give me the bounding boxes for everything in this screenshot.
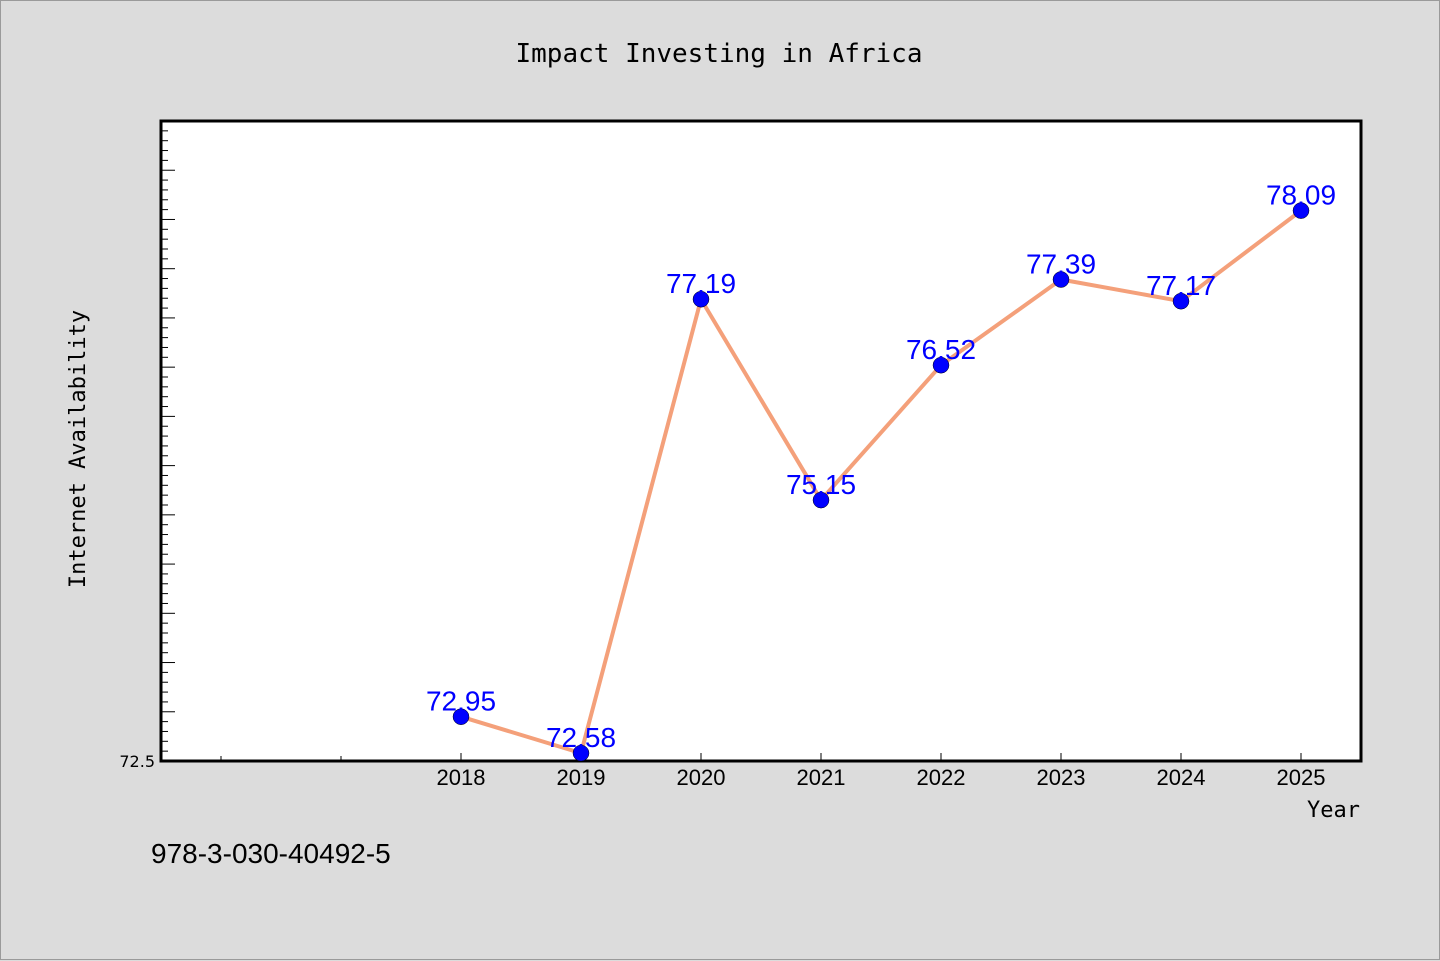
y-axis-label: Internet Availability <box>66 310 91 588</box>
data-point <box>1292 202 1310 219</box>
x-tick-label: 2020 <box>677 765 726 790</box>
data-label: 75.15 <box>786 469 856 500</box>
data-point <box>452 708 470 725</box>
x-axis-ticks: 2018 2019 2020 2021 2022 2023 2024 2025 <box>220 753 1326 790</box>
y-tick-label: 72.5 <box>119 752 155 771</box>
x-tick-label: 2023 <box>1037 765 1086 790</box>
isbn-text: 978-3-030-40492-5 <box>151 838 391 869</box>
data-point <box>692 290 710 308</box>
series-line-group <box>460 209 1303 756</box>
data-label: 72.58 <box>546 722 616 753</box>
x-tick-label: 2024 <box>1157 765 1206 790</box>
x-tick-label: 2025 <box>1277 765 1326 790</box>
data-point <box>1052 271 1070 288</box>
y-axis-ticks: 72.5 <box>119 130 175 771</box>
plot-area <box>159 119 1363 763</box>
data-label: 76.52 <box>906 334 976 365</box>
data-markers <box>452 202 1310 762</box>
data-point <box>1172 292 1190 310</box>
data-point <box>932 356 950 374</box>
data-label: 72.95 <box>426 686 496 717</box>
x-tick-label: 2018 <box>437 765 486 790</box>
data-point <box>572 744 590 762</box>
x-tick-label: 2019 <box>557 765 606 790</box>
data-label: 78.09 <box>1266 180 1336 211</box>
series-line <box>460 209 1303 756</box>
x-axis-label: Year <box>1307 798 1360 823</box>
data-label: 77.19 <box>666 268 736 299</box>
data-labels: 72.95 72.58 77.19 75.15 76.52 77.39 77.17 78.09 <box>426 180 1336 754</box>
data-label: 77.39 <box>1026 249 1096 280</box>
chart-title: Impact Investing in Africa <box>516 39 923 69</box>
data-point <box>812 491 830 509</box>
x-tick-label: 2021 <box>797 765 846 790</box>
data-label: 77.17 <box>1146 270 1216 301</box>
x-tick-label: 2022 <box>917 765 966 790</box>
